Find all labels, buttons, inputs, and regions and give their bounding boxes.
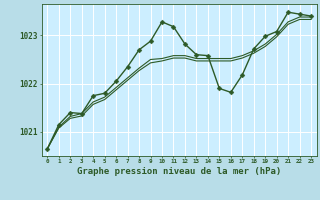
X-axis label: Graphe pression niveau de la mer (hPa): Graphe pression niveau de la mer (hPa) xyxy=(77,167,281,176)
